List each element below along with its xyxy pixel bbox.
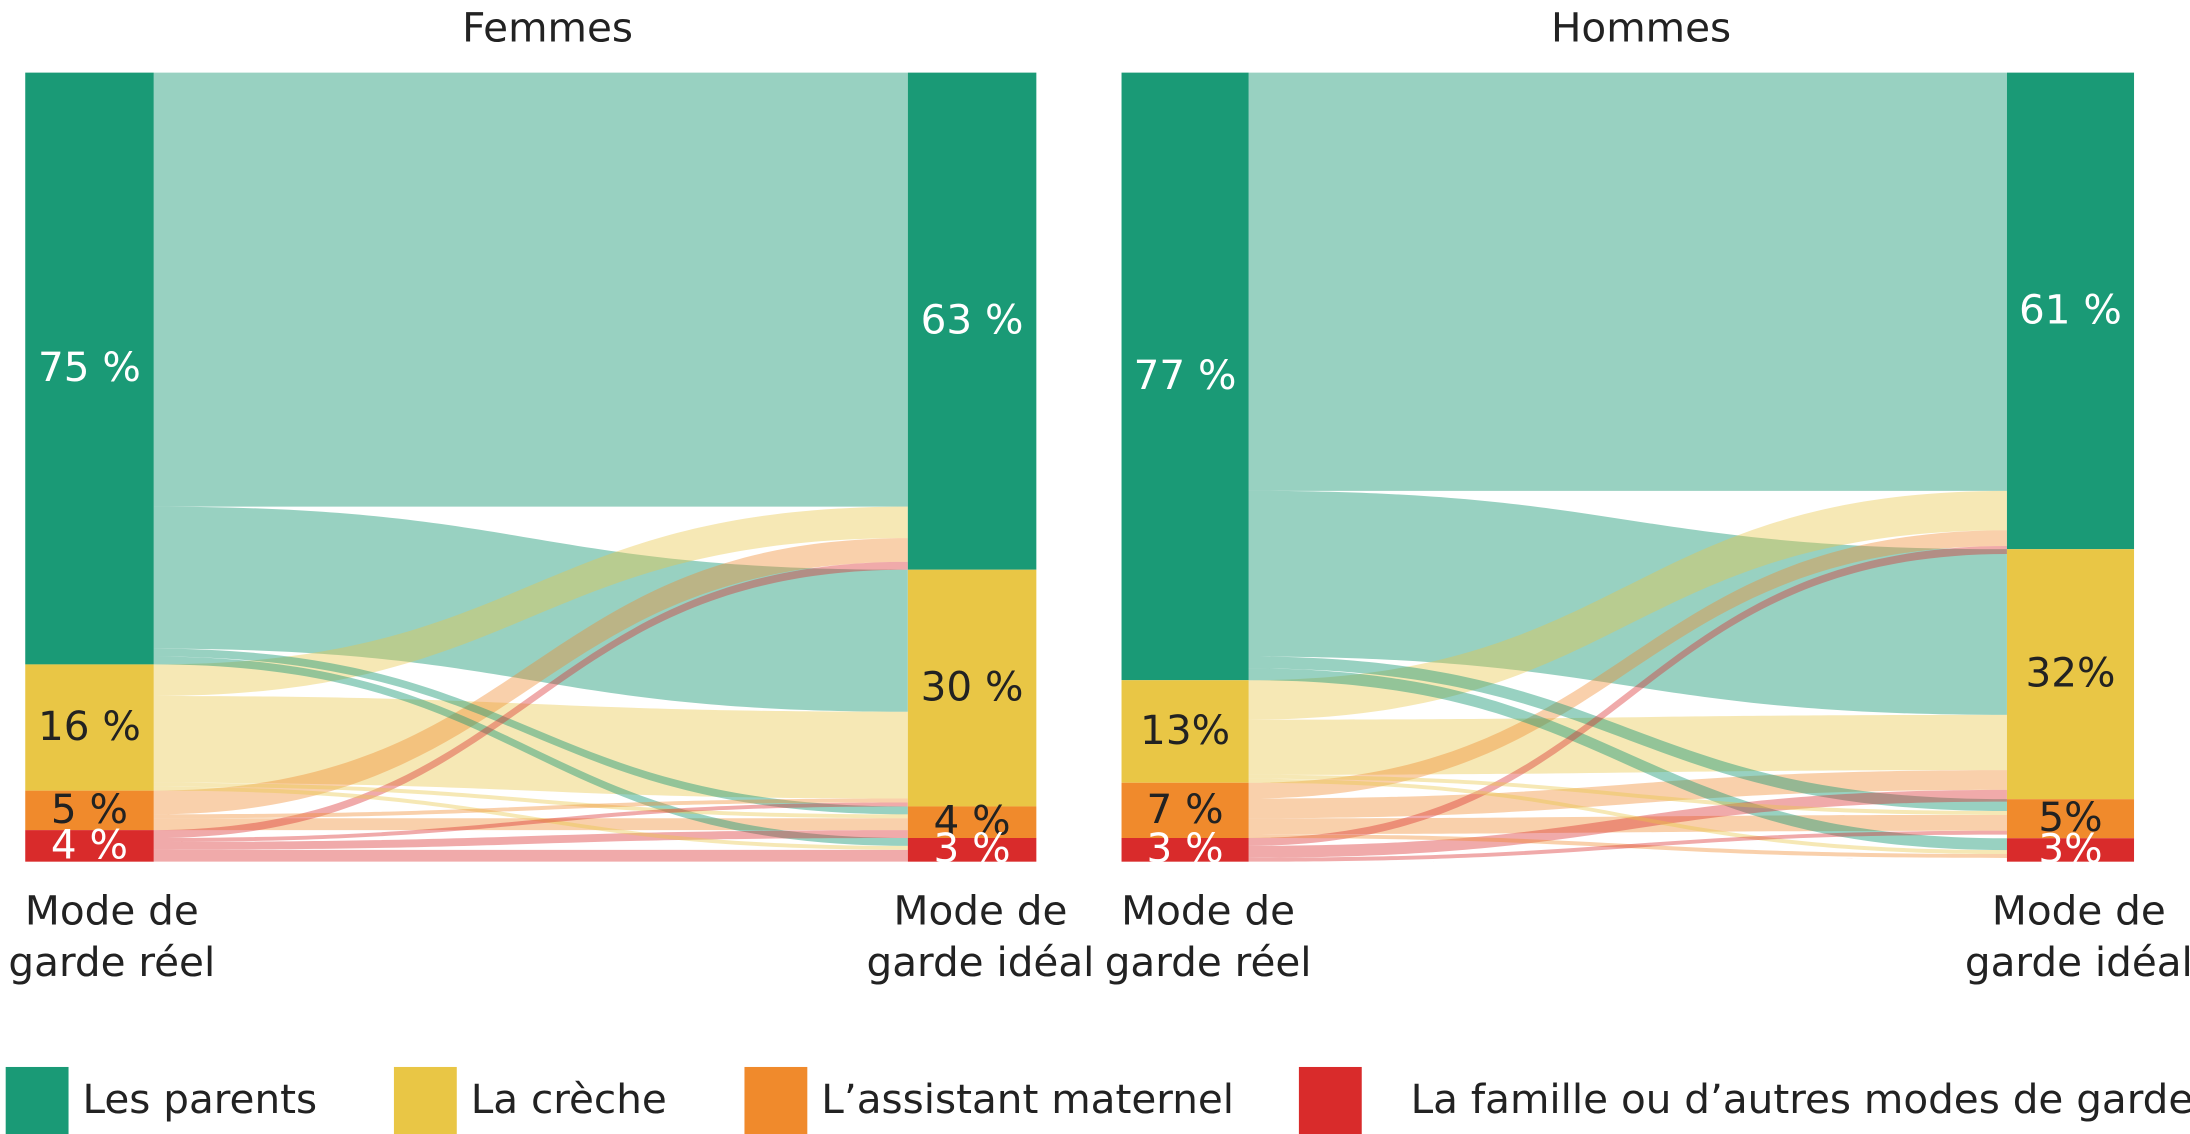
flow <box>153 506 908 712</box>
flow <box>1248 714 2007 775</box>
flows <box>153 72 908 862</box>
source-label: 3 % <box>1147 824 1224 872</box>
flow <box>153 695 908 799</box>
source-label: 13% <box>1140 706 1230 754</box>
flow <box>1248 814 2007 835</box>
right-axis-label: garde idéal <box>1965 938 2190 986</box>
flow <box>1248 490 2007 720</box>
flow <box>153 648 908 815</box>
left-axis-label: garde réel <box>1105 938 1312 986</box>
flow <box>1248 668 2007 851</box>
flow <box>1248 789 2007 858</box>
target-label: 4 % <box>934 797 1011 845</box>
left-axis-label: Mode de <box>25 886 199 934</box>
flow <box>153 849 908 862</box>
flow <box>153 561 908 839</box>
source-label: 7 % <box>1147 785 1224 833</box>
flow <box>153 830 908 850</box>
flow <box>1248 530 2007 799</box>
target-label: 61 % <box>2019 285 2122 333</box>
left-axis-label: Mode de <box>1121 886 1295 934</box>
flow <box>1248 778 2007 855</box>
flow <box>1248 774 2007 815</box>
source-label: 77 % <box>1134 351 1237 399</box>
target-node <box>907 838 1037 862</box>
flow <box>1248 830 2007 862</box>
flow <box>1248 72 2007 491</box>
flow <box>153 786 908 850</box>
target-node <box>907 806 1037 839</box>
legend-label: La famille ou d’autres modes de garde <box>1411 1075 2190 1123</box>
source-label: 16 % <box>38 702 141 750</box>
target-label: 32% <box>2025 649 2115 697</box>
flow <box>153 782 908 819</box>
target-label: 3% <box>2038 824 2102 872</box>
legend-swatch <box>1298 1066 1362 1134</box>
flow <box>153 656 908 846</box>
source-node <box>1121 72 1249 681</box>
left-axis-label: garde réel <box>8 938 215 986</box>
target-node <box>2006 72 2135 550</box>
source-node <box>25 790 154 831</box>
flow <box>153 802 908 842</box>
source-label: 4 % <box>51 820 128 868</box>
source-node <box>1121 782 1249 839</box>
legend-label: L’assistant maternel <box>821 1075 1234 1123</box>
flow <box>153 818 908 831</box>
target-label: 30 % <box>921 662 1024 710</box>
legend-swatch <box>744 1066 808 1134</box>
source-node <box>25 72 154 665</box>
flow <box>153 538 908 815</box>
target-label: 3 % <box>934 824 1011 872</box>
source-label: 75 % <box>38 343 141 391</box>
chart-title: Femmes <box>462 4 633 52</box>
chart-title: Hommes <box>1551 4 1731 52</box>
flow <box>153 506 908 696</box>
legend-swatch <box>5 1066 69 1134</box>
flow <box>1248 834 2007 858</box>
target-label: 5% <box>2038 793 2102 841</box>
legend-swatch <box>393 1066 457 1134</box>
right-axis-label: Mode de <box>894 886 1068 934</box>
source-node <box>25 830 154 862</box>
flow <box>1248 546 2007 846</box>
source-label: 5 % <box>51 785 128 833</box>
flow <box>153 72 908 507</box>
right-axis-label: Mode de <box>1992 886 2166 934</box>
target-label: 63 % <box>921 296 1024 344</box>
flow <box>1248 770 2007 819</box>
target-node <box>907 72 1037 570</box>
target-node <box>2006 799 2135 839</box>
source-node <box>25 664 154 791</box>
flows <box>1248 72 2007 862</box>
flow <box>1248 490 2007 715</box>
flow <box>1248 656 2007 812</box>
target-node <box>907 569 1037 807</box>
source-node <box>1121 680 1249 783</box>
target-node <box>2006 838 2135 862</box>
target-node <box>2006 549 2135 800</box>
source-node <box>1121 838 1249 862</box>
right-axis-label: garde idéal <box>867 938 1095 986</box>
flow <box>153 798 908 819</box>
legend-label: La crèche <box>471 1075 667 1123</box>
legend-label: Les parents <box>83 1075 318 1123</box>
